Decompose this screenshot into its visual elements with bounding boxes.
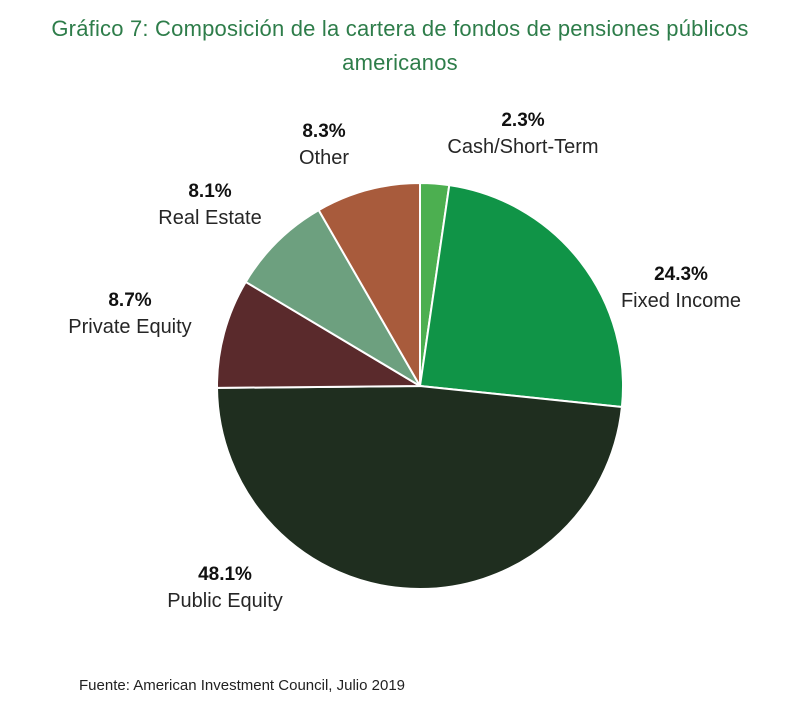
label-other-value: 8.3% xyxy=(302,121,346,142)
pie-slice-real-estate xyxy=(244,209,421,387)
label-public-equity: 48.1% Public Equity xyxy=(145,562,305,614)
label-real-estate-name: Real Estate xyxy=(158,207,262,229)
label-real-estate: 8.1% Real Estate xyxy=(140,179,280,231)
label-public-equity-value: 48.1% xyxy=(198,564,252,585)
pie-slice-fixed-income xyxy=(419,184,624,409)
label-fixed-income-name: Fixed Income xyxy=(620,290,742,312)
label-private-equity-name: Private Equity xyxy=(68,316,192,338)
pie-slice-other xyxy=(317,182,421,387)
label-real-estate-value: 8.1% xyxy=(188,181,232,202)
label-fixed-income-value: 24.3% xyxy=(654,264,708,285)
source-note: Fuente: American Investment Council, Jul… xyxy=(79,677,406,694)
pie-slice-public-equity xyxy=(216,385,623,591)
chart-title: Gráfico 7: Composición de la cartera de … xyxy=(20,12,780,80)
label-public-equity-name: Public Equity xyxy=(167,590,283,612)
label-other-name: Other xyxy=(298,147,350,169)
label-cash-short-term-name: Cash/Short-Term xyxy=(447,136,599,158)
label-fixed-income: 24.3% Fixed Income xyxy=(601,262,761,314)
label-other: 8.3% Other xyxy=(274,119,374,171)
chart-title-line-1: Gráfico 7: Composición de la cartera de … xyxy=(51,16,749,41)
label-cash-short-term: 2.3% Cash/Short-Term xyxy=(428,108,618,160)
pie-slice-private-equity xyxy=(216,280,421,389)
label-private-equity: 8.7% Private Equity xyxy=(45,288,215,340)
chart-title-line-2: americanos xyxy=(342,50,458,75)
label-private-equity-value: 8.7% xyxy=(108,290,152,311)
label-cash-short-term-value: 2.3% xyxy=(501,110,545,131)
